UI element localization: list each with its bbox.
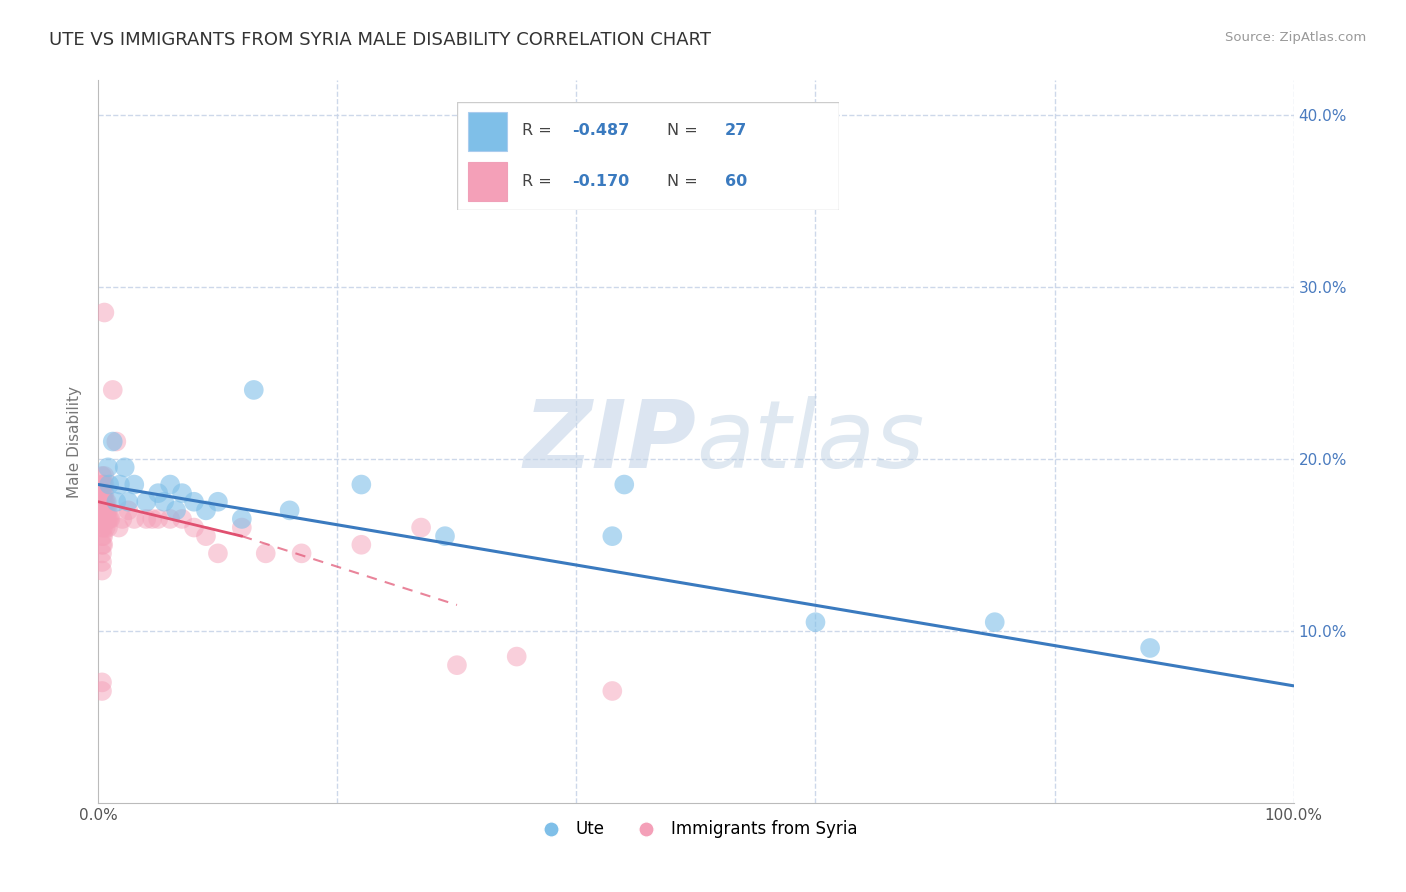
Point xyxy=(183,494,205,508)
Point xyxy=(117,503,139,517)
Point xyxy=(135,512,157,526)
Point xyxy=(1139,640,1161,655)
Text: UTE VS IMMIGRANTS FROM SYRIA MALE DISABILITY CORRELATION CHART: UTE VS IMMIGRANTS FROM SYRIA MALE DISABI… xyxy=(49,31,711,49)
Point xyxy=(101,434,124,449)
Point xyxy=(91,512,114,526)
Legend: Ute, Immigrants from Syria: Ute, Immigrants from Syria xyxy=(527,814,865,845)
Point xyxy=(91,520,114,534)
Point xyxy=(207,546,229,560)
Point xyxy=(141,512,163,526)
Point xyxy=(91,546,114,560)
Point xyxy=(91,477,114,491)
Point xyxy=(411,520,433,534)
Point xyxy=(434,529,457,543)
Point xyxy=(91,494,114,508)
Point xyxy=(91,494,114,508)
Point xyxy=(94,512,117,526)
Point xyxy=(91,675,114,690)
Text: Source: ZipAtlas.com: Source: ZipAtlas.com xyxy=(1226,31,1367,45)
Text: atlas: atlas xyxy=(696,396,924,487)
Point xyxy=(91,538,114,552)
Point xyxy=(291,546,314,560)
Point xyxy=(278,503,301,517)
Point xyxy=(231,520,253,534)
Point xyxy=(93,305,115,319)
Point xyxy=(94,520,117,534)
Point xyxy=(94,494,117,508)
Point xyxy=(91,486,114,500)
Point xyxy=(91,486,114,500)
Point xyxy=(91,477,114,491)
Point xyxy=(91,684,114,698)
Point xyxy=(207,494,229,508)
Point xyxy=(984,615,1007,630)
Point xyxy=(108,477,131,491)
Point xyxy=(93,469,115,483)
Point xyxy=(94,503,117,517)
Point xyxy=(195,503,218,517)
Point xyxy=(96,494,118,508)
Point xyxy=(117,494,139,508)
Point xyxy=(91,503,114,517)
Point xyxy=(93,494,115,508)
Point xyxy=(96,503,118,517)
Point xyxy=(91,564,114,578)
Point xyxy=(98,512,122,526)
Point xyxy=(107,520,129,534)
Point xyxy=(111,512,134,526)
Point xyxy=(124,512,146,526)
Point xyxy=(91,512,114,526)
Point xyxy=(91,529,114,543)
Point xyxy=(350,477,373,491)
Point xyxy=(98,512,121,526)
Point xyxy=(91,469,114,483)
Point xyxy=(172,512,194,526)
Point xyxy=(97,460,120,475)
Point xyxy=(254,546,277,560)
Point xyxy=(91,529,114,543)
Point xyxy=(91,520,114,534)
Point xyxy=(153,494,176,508)
Point xyxy=(602,684,624,698)
Point xyxy=(91,555,114,569)
Point xyxy=(613,477,636,491)
Point xyxy=(105,434,128,449)
Text: ZIP: ZIP xyxy=(523,395,696,488)
Point xyxy=(105,494,128,508)
Point xyxy=(148,512,170,526)
Point xyxy=(114,460,136,475)
Point xyxy=(98,477,121,491)
Point xyxy=(243,383,266,397)
Point xyxy=(446,658,468,673)
Point xyxy=(159,477,181,491)
Point xyxy=(93,477,115,491)
Point xyxy=(124,477,146,491)
Point xyxy=(135,494,157,508)
Point xyxy=(96,512,118,526)
Point xyxy=(350,538,373,552)
Y-axis label: Male Disability: Male Disability xyxy=(67,385,83,498)
Point xyxy=(165,503,187,517)
Point xyxy=(804,615,827,630)
Point xyxy=(506,649,529,664)
Point xyxy=(91,503,114,517)
Point xyxy=(93,486,115,500)
Point xyxy=(602,529,624,543)
Point xyxy=(159,512,181,526)
Point xyxy=(97,512,120,526)
Point xyxy=(195,529,218,543)
Point xyxy=(231,512,253,526)
Point xyxy=(97,503,120,517)
Point xyxy=(183,520,205,534)
Point xyxy=(148,486,170,500)
Point xyxy=(91,538,114,552)
Point xyxy=(101,383,124,397)
Point xyxy=(97,520,120,534)
Point xyxy=(172,486,194,500)
